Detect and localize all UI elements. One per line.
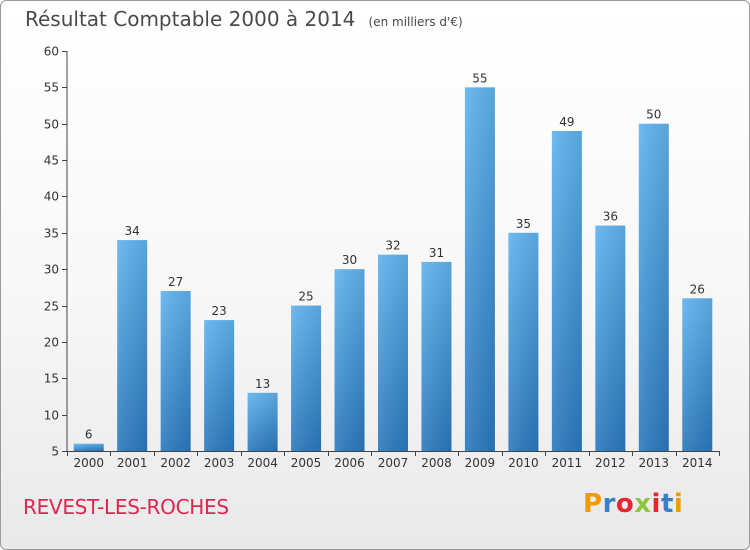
y-tick-label: 45 xyxy=(44,154,59,168)
y-tick-label: 5 xyxy=(51,445,59,459)
value-label: 50 xyxy=(646,108,661,122)
x-tick-label: 2010 xyxy=(508,456,539,470)
bar-shade xyxy=(160,291,191,451)
bar-shade xyxy=(204,320,235,451)
bars xyxy=(73,87,713,452)
value-label: 34 xyxy=(125,224,140,238)
value-label: 30 xyxy=(342,253,357,267)
x-tick-label: 2014 xyxy=(682,456,713,470)
proxiti-logo[interactable]: Proxiti xyxy=(583,489,683,519)
bar-shade xyxy=(508,232,539,451)
value-label: 6 xyxy=(85,428,93,442)
logo-letter: o xyxy=(615,489,635,519)
x-tick-label: 2009 xyxy=(465,456,496,470)
value-labels: 6 34 27 23 13 25 30 32 31 55 35 49 36 50 26 xyxy=(85,71,705,441)
x-tick-label: 2004 xyxy=(247,456,278,470)
x-tick-label: 2007 xyxy=(378,456,409,470)
y-tick-label: 25 xyxy=(44,300,59,314)
x-tick-label: 2000 xyxy=(73,456,104,470)
value-label: 26 xyxy=(690,282,705,296)
bar-shade xyxy=(595,225,626,451)
bar-shade xyxy=(378,254,408,451)
x-tick-label: 2001 xyxy=(117,456,148,470)
y-tick-label: 55 xyxy=(44,81,59,95)
logo-letter: t xyxy=(660,489,674,519)
y-tick-label: 20 xyxy=(44,336,59,350)
chart-subtitle: (en milliers d'€) xyxy=(368,15,463,29)
value-label: 49 xyxy=(559,115,574,129)
y-tick-label: 15 xyxy=(44,372,59,386)
value-label: 23 xyxy=(211,304,226,318)
bar-shade xyxy=(291,305,322,451)
x-tick-label: 2003 xyxy=(204,456,235,470)
axes: 5 10 15 20 25 30 35 40 45 50 55 60 2000 2001 2002 2003 2… xyxy=(44,45,720,470)
bar-shade xyxy=(421,261,452,451)
y-tick-label: 10 xyxy=(44,409,59,423)
logo-letter: P xyxy=(583,489,603,519)
bar-shade xyxy=(73,443,104,451)
y-tick-label: 35 xyxy=(44,227,59,241)
x-tick-label: 2008 xyxy=(421,456,452,470)
x-tick-label: 2012 xyxy=(595,456,626,470)
x-tick-label: 2006 xyxy=(334,456,365,470)
bar-shade xyxy=(117,240,148,451)
value-label: 55 xyxy=(472,71,487,85)
logo-letter: i xyxy=(673,489,684,519)
value-label: 32 xyxy=(385,239,400,253)
y-tick-label: 30 xyxy=(44,263,59,277)
logo-letter: i xyxy=(651,489,661,519)
x-tick-label: 2005 xyxy=(291,456,322,470)
logo-letter: r xyxy=(602,489,616,519)
bar-shade xyxy=(551,131,582,451)
value-label: 36 xyxy=(603,210,618,224)
bar-shade xyxy=(247,392,278,451)
value-label: 27 xyxy=(168,275,183,289)
chart-title: Résultat Comptable 2000 à 2014 xyxy=(25,7,356,31)
x-tick-label: 2002 xyxy=(160,456,191,470)
commune-name: REVEST-LES-ROCHES xyxy=(23,495,229,519)
bar-shade xyxy=(334,269,365,451)
y-tick-label: 40 xyxy=(44,190,59,204)
bar-shade xyxy=(464,87,495,451)
x-tick-label: 2013 xyxy=(639,456,670,470)
y-tick-label: 50 xyxy=(44,118,59,132)
bar-shade xyxy=(682,298,713,451)
bar-shade xyxy=(638,123,669,452)
value-label: 35 xyxy=(516,217,531,231)
value-label: 13 xyxy=(255,377,270,391)
chart-title-block: Résultat Comptable 2000 à 2014 (en milli… xyxy=(25,7,463,31)
x-tick-label: 2011 xyxy=(552,456,583,470)
value-label: 31 xyxy=(429,246,444,260)
y-tick-label: 60 xyxy=(44,45,59,59)
logo-letter: x xyxy=(634,489,652,519)
value-label: 25 xyxy=(298,290,313,304)
